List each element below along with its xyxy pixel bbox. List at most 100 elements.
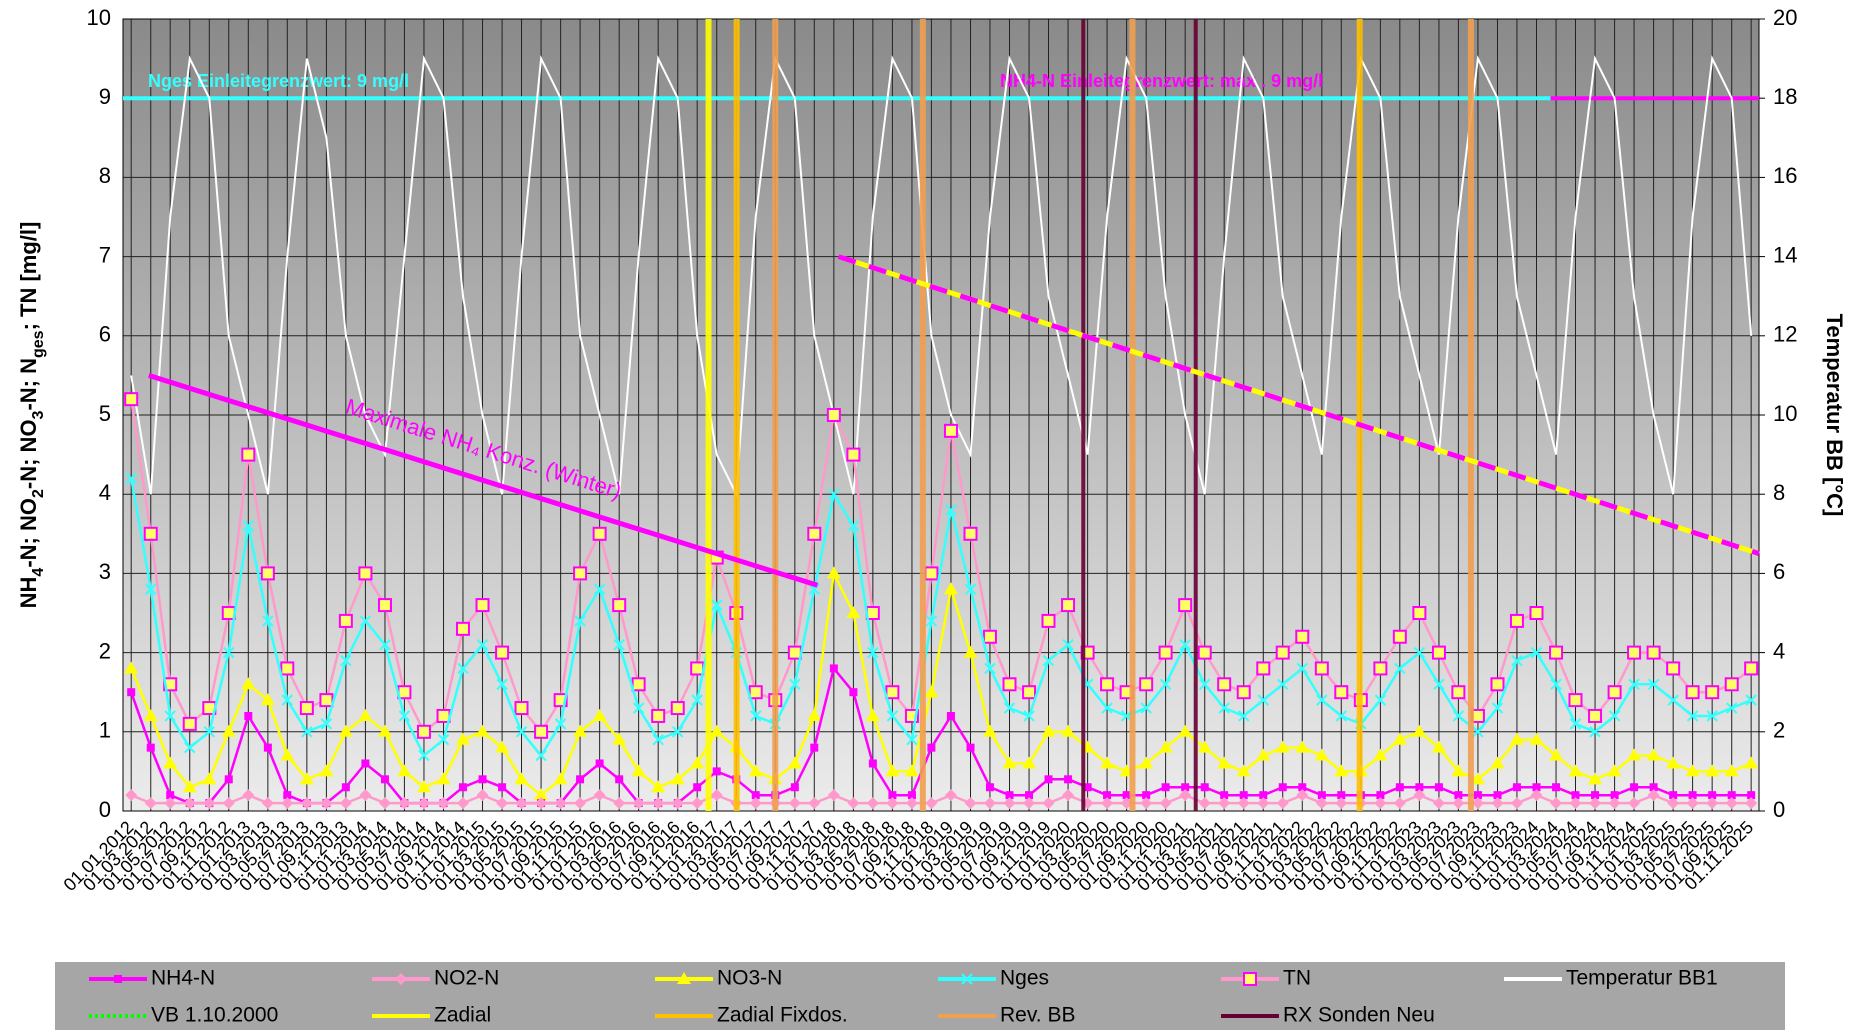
marker bbox=[1023, 710, 1035, 722]
marker bbox=[1610, 791, 1619, 800]
marker bbox=[1101, 797, 1114, 810]
marker bbox=[573, 566, 588, 581]
marker bbox=[1139, 677, 1154, 692]
marker bbox=[827, 789, 840, 802]
marker bbox=[534, 724, 549, 739]
marker bbox=[592, 708, 607, 721]
marker bbox=[1705, 685, 1720, 700]
marker bbox=[263, 743, 272, 752]
marker bbox=[1100, 756, 1115, 769]
marker bbox=[1022, 756, 1037, 769]
marker bbox=[943, 582, 958, 595]
marker bbox=[164, 797, 177, 810]
marker bbox=[963, 645, 978, 658]
marker bbox=[1236, 764, 1251, 777]
marker bbox=[222, 797, 235, 810]
marker bbox=[455, 732, 470, 745]
y-label-part: 2 bbox=[30, 489, 47, 498]
marker bbox=[418, 749, 430, 762]
marker bbox=[261, 797, 274, 810]
marker bbox=[1550, 678, 1562, 690]
y-tick-label: 4 bbox=[99, 480, 111, 505]
marker bbox=[1726, 702, 1738, 714]
marker bbox=[709, 724, 724, 737]
marker bbox=[299, 701, 314, 716]
marker bbox=[124, 661, 139, 674]
marker bbox=[1277, 678, 1289, 690]
marker bbox=[868, 759, 877, 768]
marker bbox=[631, 764, 646, 777]
marker bbox=[846, 447, 861, 462]
y-tick-label: 7 bbox=[99, 242, 111, 267]
y-label-part: ges bbox=[30, 330, 47, 358]
legend-label: Zadial bbox=[434, 1004, 491, 1027]
y-tick-label: 10 bbox=[87, 5, 111, 30]
marker bbox=[1335, 797, 1348, 810]
marker bbox=[1706, 797, 1719, 810]
y2-tick-label: 18 bbox=[1773, 84, 1797, 109]
marker bbox=[1178, 598, 1193, 613]
marker bbox=[1197, 645, 1212, 660]
marker bbox=[885, 764, 900, 777]
marker bbox=[691, 797, 704, 810]
marker bbox=[983, 797, 996, 810]
marker bbox=[1276, 797, 1289, 810]
marker bbox=[924, 566, 939, 581]
marker bbox=[397, 764, 412, 777]
marker bbox=[613, 797, 626, 810]
legend-marker bbox=[677, 972, 691, 984]
marker bbox=[1003, 797, 1016, 810]
marker bbox=[498, 783, 507, 792]
marker bbox=[146, 743, 155, 752]
marker bbox=[1140, 702, 1152, 714]
marker bbox=[712, 767, 721, 776]
legend-label: RX Sonden Neu bbox=[1283, 1004, 1435, 1027]
legend-marker bbox=[1243, 972, 1257, 986]
y-tick-label: 5 bbox=[99, 401, 111, 426]
y2-tick-label: 10 bbox=[1773, 401, 1797, 426]
marker bbox=[1434, 783, 1443, 792]
marker bbox=[455, 621, 470, 636]
marker bbox=[1431, 740, 1446, 753]
series-line bbox=[130, 569, 1752, 797]
y-label-part: -N; NO bbox=[16, 498, 41, 568]
marker bbox=[1296, 789, 1309, 802]
marker bbox=[1158, 740, 1173, 753]
marker bbox=[1199, 678, 1211, 690]
marker bbox=[1257, 694, 1269, 706]
marker bbox=[826, 408, 841, 422]
marker bbox=[1724, 677, 1739, 692]
y2-tick-label: 6 bbox=[1773, 559, 1785, 584]
marker bbox=[1685, 764, 1700, 777]
marker bbox=[241, 447, 256, 462]
marker bbox=[964, 797, 977, 810]
marker bbox=[1412, 606, 1427, 620]
y-label-part: ; TN [mg/l] bbox=[16, 222, 41, 331]
marker bbox=[927, 743, 936, 752]
marker bbox=[1392, 732, 1407, 745]
marker bbox=[1532, 783, 1541, 792]
marker bbox=[1686, 797, 1699, 810]
y2-tick-label: 4 bbox=[1773, 638, 1785, 663]
marker bbox=[826, 566, 841, 579]
y-label-part: NH bbox=[16, 577, 41, 609]
marker bbox=[1393, 797, 1406, 810]
marker bbox=[535, 797, 548, 810]
marker bbox=[807, 526, 822, 541]
marker bbox=[593, 789, 606, 802]
y-tick-label: 6 bbox=[99, 322, 111, 347]
marker bbox=[535, 749, 547, 762]
marker bbox=[1314, 661, 1329, 676]
marker bbox=[885, 685, 900, 700]
marker bbox=[612, 598, 627, 613]
marker bbox=[1747, 791, 1756, 800]
marker bbox=[1647, 789, 1660, 802]
marker bbox=[808, 583, 820, 595]
marker bbox=[1218, 797, 1231, 810]
marker bbox=[514, 772, 529, 785]
marker bbox=[1042, 654, 1055, 667]
marker bbox=[416, 724, 431, 739]
marker bbox=[1315, 797, 1328, 810]
marker bbox=[496, 797, 509, 810]
marker bbox=[1550, 797, 1563, 810]
